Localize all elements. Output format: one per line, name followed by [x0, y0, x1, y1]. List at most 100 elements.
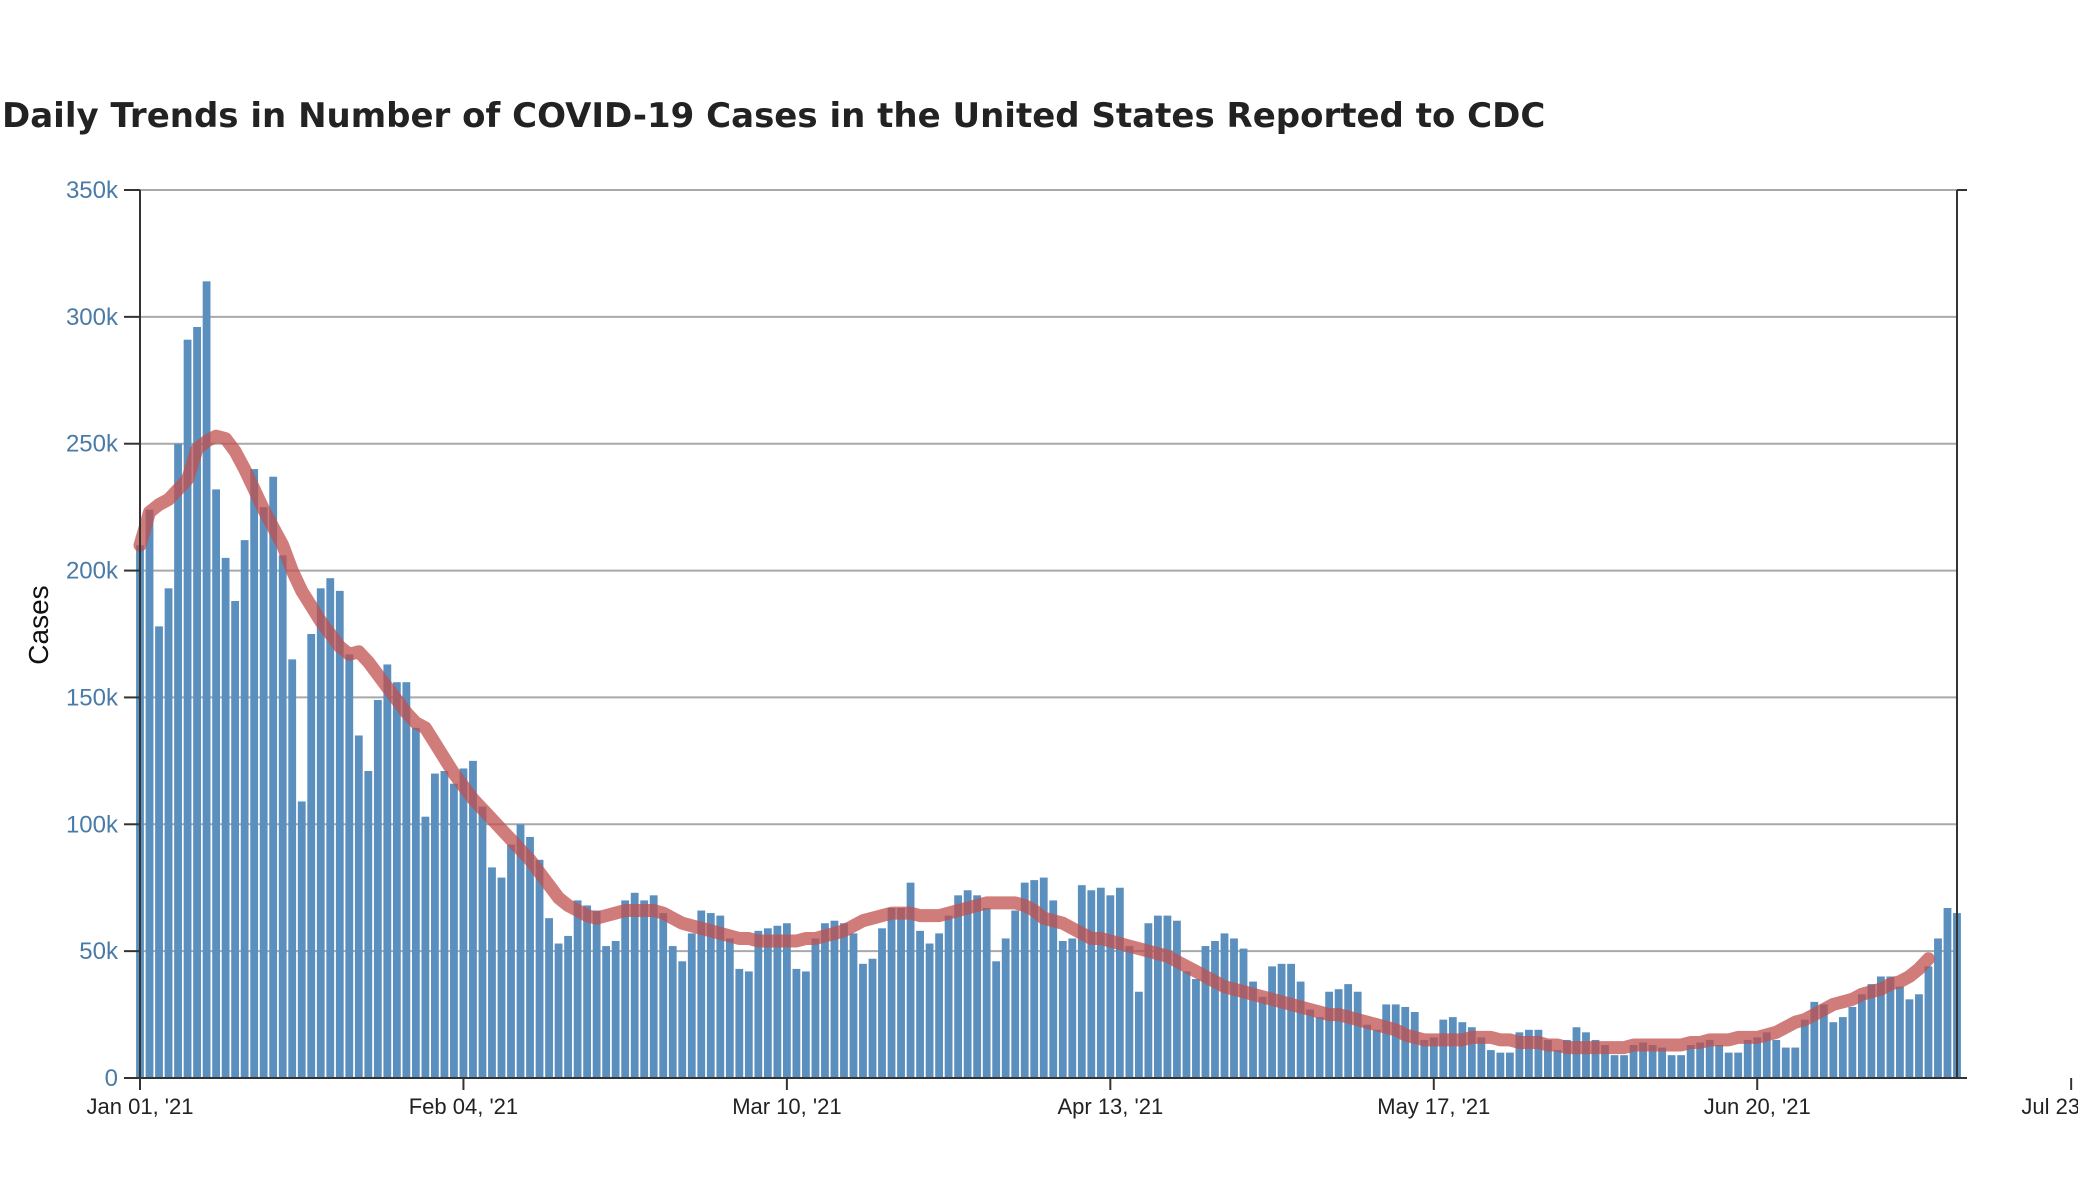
bar[interactable]: [1601, 1045, 1609, 1078]
bar[interactable]: [1230, 938, 1238, 1078]
bar[interactable]: [697, 910, 706, 1078]
bar[interactable]: [1201, 946, 1210, 1078]
bar[interactable]: [1077, 885, 1086, 1078]
bar[interactable]: [440, 771, 449, 1078]
bar[interactable]: [174, 443, 182, 1078]
bar[interactable]: [1753, 1037, 1762, 1078]
bar[interactable]: [421, 816, 430, 1078]
bar[interactable]: [469, 760, 477, 1078]
bar[interactable]: [1144, 923, 1153, 1078]
bar[interactable]: [916, 930, 924, 1078]
bar[interactable]: [925, 943, 934, 1078]
bar[interactable]: [602, 946, 611, 1078]
bar[interactable]: [1030, 880, 1039, 1078]
bar[interactable]: [640, 900, 649, 1078]
bar[interactable]: [307, 634, 316, 1078]
bar[interactable]: [1410, 1012, 1419, 1078]
bar[interactable]: [278, 555, 287, 1078]
bar[interactable]: [821, 923, 829, 1078]
bar[interactable]: [1800, 1019, 1809, 1078]
bar[interactable]: [516, 824, 525, 1078]
bar[interactable]: [411, 727, 420, 1078]
bar[interactable]: [269, 476, 278, 1078]
bar[interactable]: [1211, 940, 1219, 1078]
bar[interactable]: [450, 783, 458, 1078]
bar[interactable]: [221, 557, 230, 1078]
bar[interactable]: [164, 588, 173, 1078]
bar[interactable]: [992, 961, 1001, 1078]
bar[interactable]: [1353, 991, 1362, 1078]
bar[interactable]: [183, 339, 192, 1079]
bar[interactable]: [1715, 1045, 1724, 1078]
bar[interactable]: [583, 905, 592, 1078]
bar[interactable]: [1306, 1009, 1315, 1078]
bar[interactable]: [1867, 984, 1876, 1078]
bar[interactable]: [1058, 940, 1067, 1078]
bar[interactable]: [878, 928, 886, 1078]
bar[interactable]: [887, 908, 896, 1078]
bar[interactable]: [1458, 1022, 1467, 1078]
bar[interactable]: [944, 915, 953, 1078]
bar[interactable]: [773, 925, 782, 1078]
bar[interactable]: [316, 588, 325, 1078]
bar[interactable]: [1401, 1006, 1410, 1078]
bar[interactable]: [545, 918, 553, 1078]
bar[interactable]: [1734, 1052, 1743, 1078]
bar[interactable]: [630, 892, 639, 1078]
bar[interactable]: [1049, 900, 1058, 1078]
bar[interactable]: [1762, 1032, 1771, 1078]
bar[interactable]: [1439, 1019, 1448, 1078]
bar[interactable]: [431, 773, 439, 1078]
bar[interactable]: [935, 933, 943, 1078]
bar[interactable]: [1154, 915, 1162, 1078]
bar[interactable]: [326, 578, 335, 1078]
bar[interactable]: [1020, 882, 1029, 1078]
bar[interactable]: [1743, 1039, 1752, 1078]
bar[interactable]: [1429, 1037, 1438, 1078]
bar[interactable]: [1486, 1050, 1495, 1078]
bar[interactable]: [1924, 966, 1933, 1078]
bar[interactable]: [1829, 1022, 1838, 1078]
bar[interactable]: [259, 507, 268, 1079]
bar[interactable]: [1876, 976, 1885, 1078]
bar[interactable]: [1258, 996, 1267, 1078]
bar[interactable]: [1781, 1047, 1790, 1078]
bar[interactable]: [1382, 1004, 1391, 1078]
bar[interactable]: [1582, 1032, 1590, 1078]
bar[interactable]: [1173, 920, 1181, 1078]
bar[interactable]: [1838, 1017, 1847, 1078]
bar[interactable]: [1534, 1029, 1543, 1078]
bar[interactable]: [1639, 1042, 1647, 1078]
bar[interactable]: [1372, 1029, 1381, 1078]
bar[interactable]: [1905, 999, 1914, 1078]
bar[interactable]: [1819, 1004, 1828, 1078]
bar[interactable]: [1896, 986, 1904, 1078]
bar[interactable]: [659, 913, 668, 1078]
bar[interactable]: [1001, 938, 1010, 1078]
bar[interactable]: [1334, 989, 1343, 1078]
bar[interactable]: [1277, 963, 1286, 1078]
bar[interactable]: [678, 961, 687, 1078]
bar[interactable]: [1134, 991, 1143, 1078]
bar[interactable]: [1039, 877, 1048, 1078]
bar[interactable]: [1505, 1052, 1514, 1078]
bar[interactable]: [706, 913, 715, 1078]
bar[interactable]: [1629, 1045, 1638, 1078]
bar[interactable]: [982, 908, 991, 1078]
bar[interactable]: [868, 958, 877, 1078]
bar[interactable]: [526, 836, 534, 1078]
bar[interactable]: [897, 908, 905, 1078]
bar[interactable]: [231, 601, 240, 1078]
bar[interactable]: [859, 963, 867, 1078]
bar[interactable]: [1810, 1001, 1819, 1078]
bar[interactable]: [1724, 1052, 1733, 1078]
bar[interactable]: [1857, 994, 1866, 1078]
bar[interactable]: [478, 806, 487, 1078]
bar[interactable]: [1772, 1039, 1781, 1078]
bar[interactable]: [963, 890, 972, 1078]
bar[interactable]: [1696, 1042, 1705, 1078]
bar[interactable]: [497, 877, 506, 1078]
bar[interactable]: [687, 933, 696, 1078]
bar[interactable]: [1610, 1055, 1619, 1078]
bar[interactable]: [811, 938, 820, 1078]
